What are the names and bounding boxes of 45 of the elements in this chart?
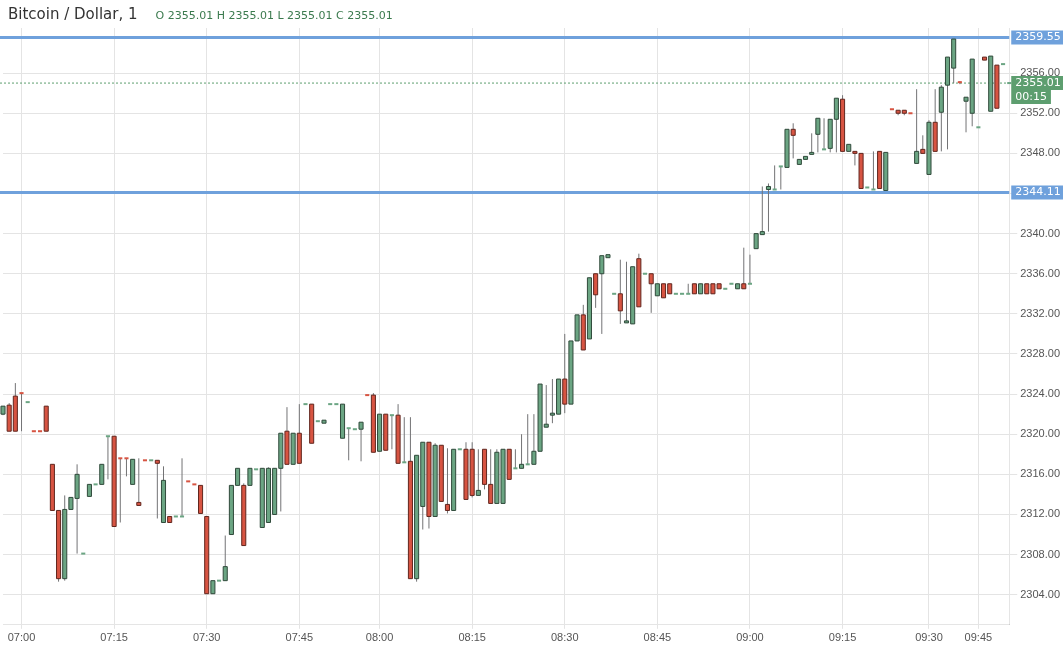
candlestick	[778, 165, 783, 190]
x-tick-label: 08:45	[643, 631, 672, 644]
y-tick-label: 2320.00	[1020, 427, 1060, 440]
candlestick	[772, 164, 777, 191]
x-tick-label: 09:15	[828, 631, 857, 644]
y-tick-label: 2352.00	[1020, 106, 1060, 119]
ref-line-label: 2359.55	[1015, 30, 1061, 44]
x-tick-label: 08:00	[365, 631, 394, 644]
y-tick-label: 2312.00	[1020, 507, 1060, 520]
candlestick	[513, 448, 518, 470]
chart-subtitle: O 2355.01 H 2355.01 L 2355.01 C 2355.01	[155, 9, 393, 22]
candlestick	[871, 150, 876, 191]
x-tick-label: 08:30	[551, 631, 579, 644]
candlestick	[402, 416, 407, 464]
x-tick-label: 09:45	[964, 631, 993, 644]
y-tick-label: 2316.00	[1020, 467, 1060, 480]
x-tick-label: 07:30	[192, 631, 221, 644]
x-tick-label: 07:00	[7, 631, 36, 644]
x-tick-label: 09:00	[736, 631, 764, 644]
candlestick	[105, 435, 110, 480]
candlestick	[19, 392, 24, 432]
candlestick	[346, 427, 351, 461]
candlestick	[389, 414, 394, 450]
candlestick	[118, 457, 123, 523]
x-tick-label: 08:15	[458, 631, 486, 644]
x-tick-label: 07:15	[100, 631, 128, 644]
candlestick	[822, 117, 827, 151]
candlestick	[179, 457, 185, 518]
candlestick	[686, 283, 691, 295]
y-tick-label: 2304.00	[1020, 587, 1060, 600]
y-tick-label: 2332.00	[1020, 306, 1060, 319]
y-tick-label: 2336.00	[1020, 266, 1060, 279]
candlestick	[747, 254, 752, 285]
candlestick	[525, 413, 530, 466]
y-tick-label: 2324.00	[1020, 387, 1060, 400]
text: 00:15	[1015, 89, 1047, 103]
chart-title: Bitcoin / Dollar, 1	[8, 5, 138, 23]
x-tick-label: 07:45	[285, 631, 314, 644]
x-tick-label: 09:30	[915, 631, 943, 644]
y-tick-label: 2328.00	[1020, 347, 1060, 360]
ref-line-label: 2344.11	[1015, 185, 1061, 199]
y-tick-label: 2348.00	[1020, 146, 1060, 159]
candlestick	[124, 457, 129, 477]
y-tick-label: 2308.00	[1020, 547, 1060, 560]
y-tick-label: 2340.00	[1020, 226, 1060, 239]
